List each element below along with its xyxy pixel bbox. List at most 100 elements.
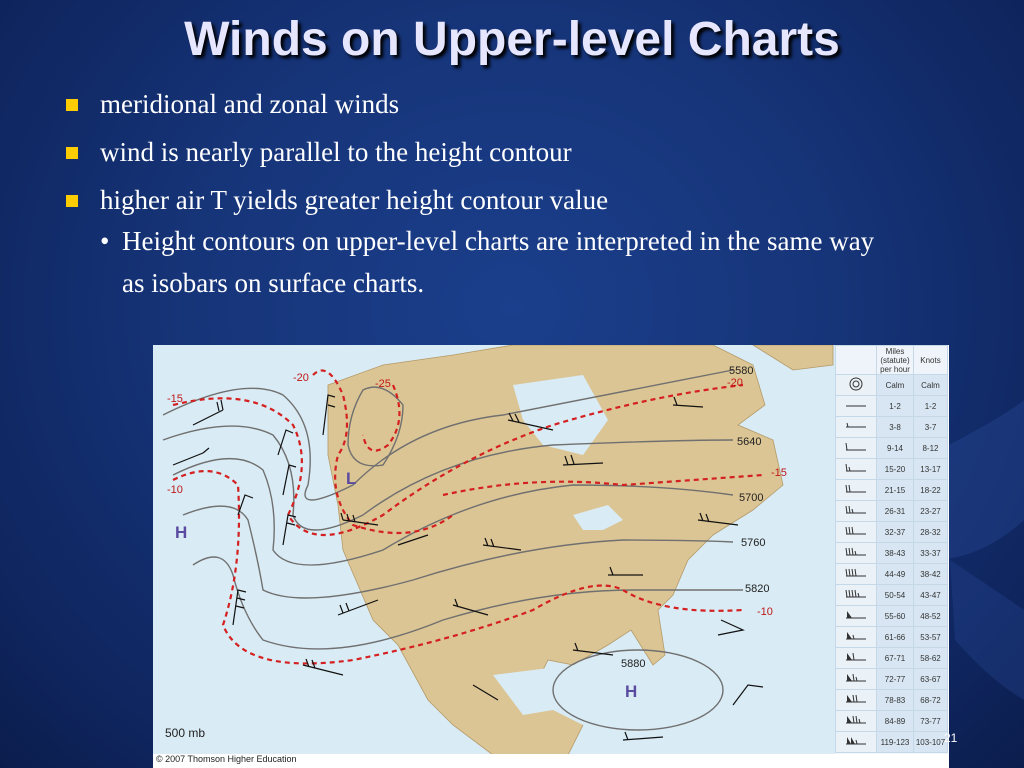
legend-header-row: Miles (statute) per hour Knots — [835, 345, 948, 375]
high-pressure-label: H — [175, 523, 187, 542]
contour-label: 5640 — [737, 436, 761, 448]
wind-pennant-icon — [835, 668, 877, 690]
legend-knots: 13-17 — [913, 458, 948, 480]
temperature-label: -25 — [375, 378, 391, 390]
high-pressure-label: H — [625, 682, 637, 701]
temperature-label: -10 — [757, 606, 773, 618]
wind-pennant-icon — [835, 626, 877, 648]
height-contours — [162, 369, 743, 731]
wind-barb-icon — [835, 458, 877, 480]
legend-knots: 58-62 — [913, 647, 948, 669]
legend-knots: 43-47 — [913, 584, 948, 606]
hudson-bay — [513, 375, 608, 455]
legend-row: 21-15 18-22 — [835, 479, 948, 501]
legend-mph: Calm — [876, 374, 914, 396]
sub-bullet: • Height contours on upper-level charts a… — [100, 220, 1000, 304]
sub-bullet-text: Height contours on upper-level charts ar… — [122, 226, 875, 298]
legend-header-mph: Miles (statute) per hour — [876, 345, 914, 375]
legend-row: 3-8 3-7 — [835, 416, 948, 438]
legend-header-symbol — [835, 345, 877, 375]
copyright-notice: © 2007 Thomson Higher Education — [153, 754, 949, 768]
legend-knots: 33-37 — [913, 542, 948, 564]
legend-knots: 73-77 — [913, 710, 948, 732]
upper-level-chart-figure: 5580 5640 5700 5760 5820 5880 -15 -20 -2… — [153, 345, 949, 768]
legend-mph: 15-20 — [876, 458, 914, 480]
map-level-label: 500 mb — [165, 726, 205, 740]
legend-knots: 28-32 — [913, 521, 948, 543]
legend-row: 84-89 73-77 — [835, 710, 948, 732]
legend-mph: 61-66 — [876, 626, 914, 648]
legend-row: 119-123 103-107 — [835, 731, 948, 753]
legend-row: 55-60 48-52 — [835, 605, 948, 627]
wind-barbs — [172, 394, 764, 741]
gulf-of-mexico — [493, 665, 633, 730]
wind-speed-legend: Miles (statute) per hour Knots Calm Calm … — [835, 345, 948, 755]
legend-knots: 53-57 — [913, 626, 948, 648]
legend-knots: 3-7 — [913, 416, 948, 438]
legend-row: 9-14 8-12 — [835, 437, 948, 459]
wind-pennant-icon — [835, 605, 877, 627]
contour-label: 5820 — [745, 583, 769, 595]
legend-mph: 55-60 — [876, 605, 914, 627]
legend-mph: 72-77 — [876, 668, 914, 690]
legend-mph: 44-49 — [876, 563, 914, 585]
legend-mph: 119-123 — [876, 731, 914, 753]
legend-row: 78-83 68-72 — [835, 689, 948, 711]
legend-mph: 38-43 — [876, 542, 914, 564]
legend-row: 72-77 63-67 — [835, 668, 948, 690]
bullet-item: higher air T yields greater height conto… — [60, 184, 1000, 217]
wind-barb-icon — [835, 521, 877, 543]
greenland-land — [752, 345, 834, 371]
legend-mph: 32-37 — [876, 521, 914, 543]
legend-mph: 21-15 — [876, 479, 914, 501]
bullet-text: wind is nearly parallel to the height co… — [100, 137, 572, 167]
legend-knots: Calm — [913, 374, 948, 396]
wind-pennant-icon — [835, 647, 877, 669]
legend-row: 67-71 58-62 — [835, 647, 948, 669]
bullet-square-icon — [66, 99, 78, 111]
contour-label: 5760 — [741, 537, 765, 549]
legend-mph: 9-14 — [876, 437, 914, 459]
wind-barb-icon — [835, 500, 877, 522]
legend-mph: 3-8 — [876, 416, 914, 438]
legend-row: 1-2 1-2 — [835, 395, 948, 417]
legend-knots: 48-52 — [913, 605, 948, 627]
legend-table: Miles (statute) per hour Knots Calm Calm … — [835, 345, 948, 753]
temperature-labels: -15 -20 -25 -10 -20 -15 -10 — [167, 372, 787, 618]
legend-row: 26-31 23-27 — [835, 500, 948, 522]
wind-barb-icon — [835, 542, 877, 564]
isotherms — [172, 369, 764, 665]
contour-label: 5580 — [729, 365, 753, 377]
legend-knots: 103-107 — [913, 731, 948, 753]
temperature-label: -10 — [167, 484, 183, 496]
wind-pennant-icon — [835, 710, 877, 732]
legend-mph: 1-2 — [876, 395, 914, 417]
legend-row: 50-54 43-47 — [835, 584, 948, 606]
wind-barb-icon — [835, 563, 877, 585]
bullet-list: meridional and zonal winds wind is nearl… — [60, 88, 1000, 304]
wind-barb-icon — [835, 584, 877, 606]
bullet-item: wind is nearly parallel to the height co… — [60, 136, 1000, 169]
temperature-label: -20 — [727, 377, 743, 389]
weather-map: 5580 5640 5700 5760 5820 5880 -15 -20 -2… — [153, 345, 835, 755]
bullet-item: meridional and zonal winds — [60, 88, 1000, 121]
legend-header-knots: Knots — [913, 345, 948, 375]
legend-knots: 8-12 — [913, 437, 948, 459]
legend-knots: 23-27 — [913, 500, 948, 522]
legend-knots: 38-42 — [913, 563, 948, 585]
legend-row: 15-20 13-17 — [835, 458, 948, 480]
low-pressure-label: L — [346, 469, 356, 488]
legend-knots: 68-72 — [913, 689, 948, 711]
legend-mph: 84-89 — [876, 710, 914, 732]
legend-row: 32-37 28-32 — [835, 521, 948, 543]
legend-mph: 67-71 — [876, 647, 914, 669]
legend-knots: 63-67 — [913, 668, 948, 690]
sub-bullet-dot-icon: • — [100, 226, 110, 256]
bullet-square-icon — [66, 195, 78, 207]
wind-half-barb-icon — [835, 416, 877, 438]
contour-label: 5880 — [621, 658, 645, 670]
temperature-label: -20 — [293, 372, 309, 384]
calm-circle-icon — [835, 374, 877, 396]
legend-row: Calm Calm — [835, 374, 948, 396]
legend-row: 44-49 38-42 — [835, 563, 948, 585]
